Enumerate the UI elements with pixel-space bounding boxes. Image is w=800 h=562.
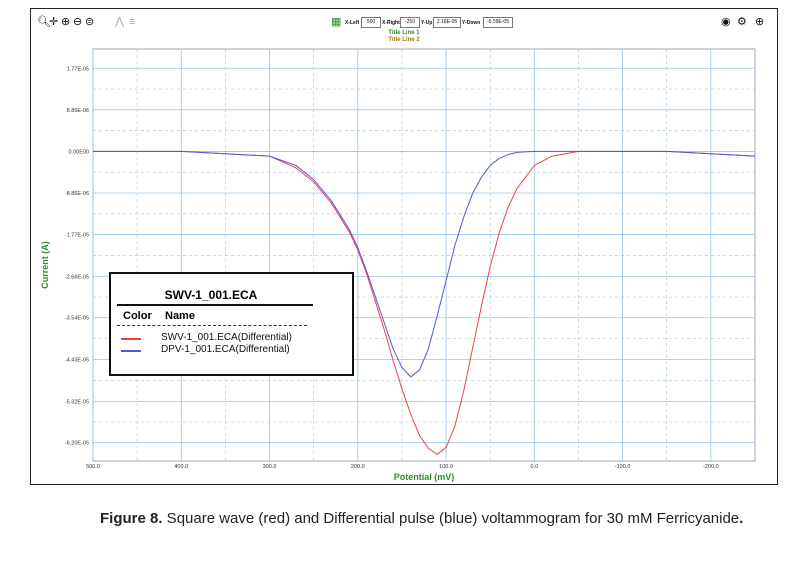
settings-icon[interactable]: ⚙: [737, 16, 747, 28]
title-line-2: Title Line 2: [388, 37, 420, 43]
y-up-label: Y-Up: [421, 20, 433, 26]
caption-end: .: [739, 510, 744, 527]
series-line-swv: [93, 150, 756, 456]
chart-window: 🔍︎ ✛ ⊕ ⊖ ⊜ ⋀ ≡ ▦ X-Left 500 X-Right -250…: [30, 8, 778, 485]
title-line-1: Title Line 1: [388, 30, 420, 36]
y-down-label: Y-Down: [462, 20, 481, 26]
x-tick-label: 300.0: [263, 464, 277, 470]
x-axis-label: Potential (mV): [394, 472, 455, 482]
plot-area: [92, 48, 756, 462]
series-line-dpv: [93, 150, 756, 378]
y-tick-label: -3.54E-05: [65, 316, 89, 322]
voltammogram-chart: 1.77E-05 8.86E-06 0.00E00 -8.86E-06 -1.77E-0…: [40, 48, 756, 482]
legend-swatch-swv: [121, 338, 141, 340]
caption-text: Square wave (red) and Differential pulse…: [162, 510, 740, 527]
y-tick-label: 8.86E-06: [67, 108, 89, 114]
zoom-out-icon[interactable]: ⊖: [73, 16, 83, 28]
legend-dashed-divider: [117, 325, 307, 326]
legend-header-name: Name: [165, 310, 195, 322]
zoom-icon[interactable]: ⊕: [755, 16, 765, 28]
y-tick-label: -1.77E-05: [65, 233, 89, 239]
caption-label: Figure 8.: [100, 510, 163, 527]
list-icon[interactable]: ≡: [129, 16, 136, 28]
x-tick-label: -100.0: [615, 464, 631, 470]
legend-header-color: Color: [123, 310, 152, 322]
y-tick-label: -6.20E-05: [65, 441, 89, 447]
y-tick-label: -8.86E-06: [65, 191, 89, 197]
zoom-in-icon[interactable]: ⊕: [61, 16, 71, 28]
x-left-input[interactable]: 500: [361, 17, 381, 28]
zoom-reset-icon[interactable]: ⊜: [85, 16, 95, 28]
y-tick-label: -4.43E-05: [65, 358, 89, 364]
legend-entry-swv: SWV-1_001.ECA(Differential): [161, 332, 292, 343]
y-up-input[interactable]: 2.18E-05: [433, 17, 461, 28]
chart-legend: SWV-1_001.ECA Color Name SWV-1_001.ECA(D…: [109, 272, 354, 376]
x-right-label: X-Right: [382, 20, 400, 26]
x-tick-label: 200.0: [351, 464, 365, 470]
y-tick-label: -2.66E-05: [65, 274, 89, 280]
legend-entry-dpv: DPV-1_001.ECA(Differential): [161, 344, 290, 355]
x-tick-label: 100.0: [439, 464, 453, 470]
camera-icon[interactable]: ◉: [721, 16, 731, 28]
peak-icon[interactable]: ⋀: [115, 16, 125, 28]
x-tick-label: 400.0: [174, 464, 188, 470]
x-tick-label: 500.0: [86, 464, 100, 470]
x-tick-label: -200.0: [703, 464, 719, 470]
y-down-input[interactable]: -6.59E-05: [483, 17, 513, 28]
y-tick-label: -5.32E-05: [65, 399, 89, 405]
legend-divider: [117, 304, 313, 306]
x-tick-label: 0.0: [531, 464, 539, 470]
y-tick-label: 0.00E00: [69, 149, 90, 155]
legend-title: SWV-1_001.ECA: [164, 288, 258, 302]
zoom-icon[interactable]: 🔍︎: [37, 16, 51, 28]
x-left-label: X-Left: [345, 20, 360, 26]
y-axis-label: Current (A): [40, 241, 50, 289]
chart-toolbar: 🔍︎ ✛ ⊕ ⊖ ⊜ ⋀ ≡ ▦ X-Left 500 X-Right -250…: [31, 9, 777, 43]
legend-swatch-dpv: [121, 350, 141, 352]
y-tick-label: 1.77E-05: [67, 66, 89, 72]
figure-caption: Figure 8. Square wave (red) and Differen…: [100, 507, 780, 530]
move-icon[interactable]: ✛: [49, 16, 59, 28]
axis-settings-icon[interactable]: ▦: [331, 16, 342, 28]
x-right-input[interactable]: -250: [400, 17, 420, 28]
